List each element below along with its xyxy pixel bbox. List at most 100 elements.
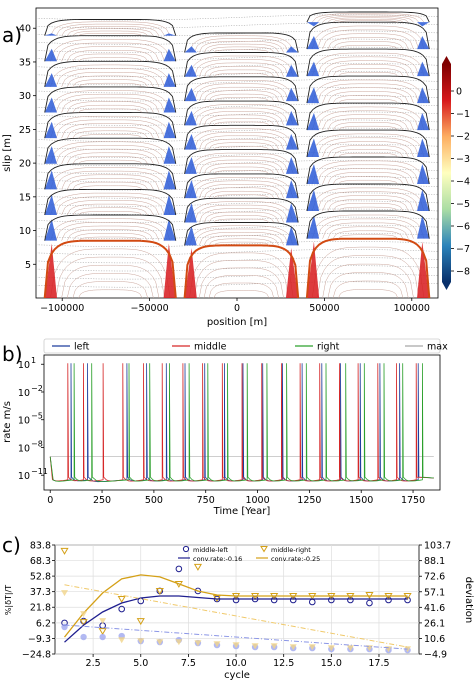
edge-wedge-right bbox=[285, 46, 299, 53]
panel-a-ticks: −100000 −50000 0 50000 100000 5 10 15 20 25 30 35 40 bbox=[19, 24, 430, 314]
y-tick-label: 5 bbox=[25, 260, 31, 271]
rupture-front-line bbox=[208, 282, 275, 298]
rupture-front-line bbox=[327, 64, 409, 77]
rupture-front-line bbox=[189, 55, 294, 77]
panel-b-xlabel: Time [Year] bbox=[213, 506, 271, 517]
interseismic-line bbox=[36, 273, 438, 280]
rupture-front-line bbox=[198, 184, 284, 199]
rupture-front-line bbox=[198, 62, 284, 77]
rupture-front-line bbox=[213, 170, 270, 175]
rupture-front-line bbox=[194, 38, 289, 53]
rupture-front-line bbox=[50, 248, 171, 298]
rupture-front-line bbox=[194, 59, 289, 77]
edge-wedge-right bbox=[417, 61, 430, 77]
rupture-front-line bbox=[317, 83, 420, 104]
y-tick-label-right: 88.1 bbox=[424, 556, 445, 567]
rupture-front-line bbox=[311, 214, 425, 239]
rupture-front-line bbox=[327, 226, 409, 239]
rupture-front-line bbox=[72, 30, 148, 36]
y-tick-label: 35 bbox=[19, 57, 31, 68]
colorbar-tick-label: −1 bbox=[456, 109, 470, 120]
rupture-front-line bbox=[338, 289, 399, 298]
marker-middle-left bbox=[366, 599, 373, 607]
event-slip-line bbox=[184, 149, 299, 174]
panel-a: a) −100000 −50000 0 50000 100000 5 10 15 20 25 30 3… bbox=[2, 7, 470, 328]
rupture-front-line bbox=[61, 174, 160, 190]
marker-middle-left bbox=[385, 596, 392, 604]
edge-wedge-left bbox=[306, 112, 320, 131]
rupture-front-line bbox=[338, 98, 398, 104]
event-slip-line bbox=[306, 102, 430, 131]
y-tick-label: 40 bbox=[19, 24, 31, 35]
interseismic-line bbox=[36, 95, 438, 102]
marker-middle-right bbox=[98, 628, 107, 636]
marker-middle-left-deviation bbox=[99, 633, 106, 641]
rupture-front-line bbox=[198, 232, 284, 246]
rupture-front-line bbox=[322, 195, 414, 212]
marker-middle-right-deviation bbox=[61, 590, 69, 597]
rupture-front-line bbox=[78, 211, 143, 216]
x-tick-label: 500 bbox=[145, 495, 163, 506]
event-slip-line bbox=[305, 237, 431, 298]
rupture-front-line bbox=[332, 176, 404, 185]
panel-c-ticks: 2.5 5.0 7.5 10.0 12.5 15.0 17.5 83.8 68.3 52.8 37.… bbox=[22, 541, 451, 670]
panel-a-letter: a) bbox=[2, 23, 22, 47]
x-tick-label: 10.0 bbox=[225, 658, 246, 669]
rupture-front-line bbox=[208, 166, 275, 175]
y-tick-label: 10 bbox=[18, 388, 30, 399]
edge-wedge-right bbox=[163, 48, 176, 62]
y-tick-label-right: 72.6 bbox=[424, 572, 445, 583]
rupture-front-line bbox=[189, 104, 294, 126]
rupture-front-line bbox=[338, 206, 398, 212]
edge-wedge-left bbox=[44, 194, 57, 216]
rupture-front-line bbox=[61, 97, 160, 113]
marker-middle-left bbox=[347, 596, 354, 604]
rupture-front-line bbox=[203, 90, 279, 102]
edge-wedge-right bbox=[163, 194, 176, 216]
rupture-front-line bbox=[55, 23, 165, 36]
rupture-front-line bbox=[322, 222, 414, 239]
edge-wedge-left bbox=[44, 243, 57, 298]
rupture-front-line bbox=[338, 72, 398, 77]
rupture-front-line bbox=[327, 172, 409, 185]
edge-wedge-right bbox=[417, 138, 430, 158]
rate-series-left bbox=[49, 363, 434, 483]
x-tick-label: 0 bbox=[234, 303, 240, 314]
rupture-front-line bbox=[311, 160, 425, 185]
y-tick-label: 25 bbox=[19, 125, 31, 136]
edge-wedge-left bbox=[184, 64, 197, 77]
rupture-front-line bbox=[72, 233, 148, 241]
rupture-front-line bbox=[61, 46, 160, 62]
rupture-front-line bbox=[213, 194, 270, 199]
marker-middle-right-deviation bbox=[308, 644, 316, 651]
y-tick-label: 15 bbox=[19, 192, 31, 203]
event-slip-line bbox=[44, 163, 177, 190]
edge-wedge-left bbox=[44, 48, 57, 62]
event-slip-line bbox=[44, 19, 177, 36]
rupture-front-line bbox=[189, 35, 294, 53]
rupture-front-line bbox=[213, 145, 270, 150]
rupture-front-line bbox=[72, 181, 148, 190]
rupture-front-line bbox=[213, 241, 270, 246]
rupture-front-line bbox=[317, 14, 419, 23]
edge-wedge-right bbox=[417, 189, 430, 211]
rupture-front-line bbox=[194, 228, 289, 246]
marker-middle-right-deviation bbox=[251, 643, 259, 650]
legend-label-right: right bbox=[317, 342, 340, 353]
rupture-front-line bbox=[55, 170, 165, 190]
event-slip-line bbox=[183, 244, 300, 298]
interseismic-line bbox=[36, 103, 438, 110]
rupture-front-line bbox=[61, 264, 160, 298]
interseismic-line bbox=[36, 281, 438, 288]
rupture-front-line bbox=[332, 203, 404, 212]
edge-wedge-left bbox=[306, 138, 320, 158]
edge-wedge-left bbox=[306, 87, 320, 104]
edge-wedge-right bbox=[285, 226, 299, 246]
rupture-front-line bbox=[189, 252, 294, 298]
rupture-front-line bbox=[322, 33, 414, 50]
edge-wedge-right bbox=[417, 164, 430, 185]
edge-wedge-left bbox=[44, 121, 57, 139]
colorbar: 0 −1 −2 −3 −4 −5 −6 −7 −8 bbox=[442, 56, 470, 290]
y-tick-label: 68.3 bbox=[30, 556, 51, 567]
